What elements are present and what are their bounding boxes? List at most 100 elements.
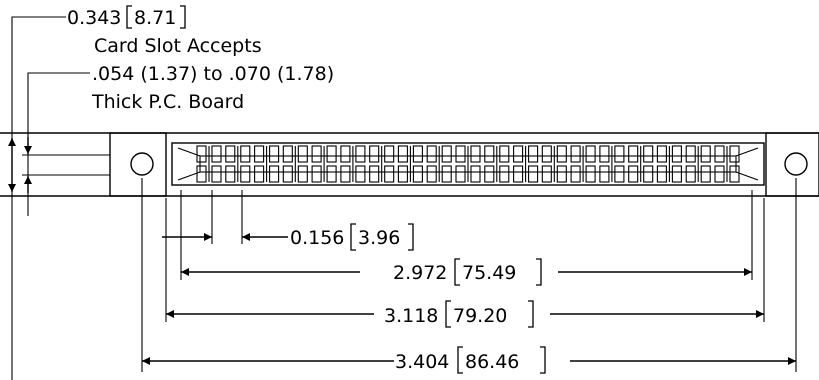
contact-top — [441, 145, 452, 163]
contact-bottom — [671, 165, 682, 183]
connector-body — [0, 132, 819, 197]
contact-span-mm: 75.49 — [462, 262, 516, 284]
contact-top — [470, 145, 481, 163]
card-slot-note-line1: Card Slot Accepts — [94, 35, 262, 57]
contact-pair — [513, 145, 539, 183]
contact-bottom — [541, 165, 552, 183]
contact-top — [700, 145, 711, 163]
contact-bottom — [700, 165, 711, 183]
contact-top — [499, 145, 510, 163]
contact-bottom — [729, 165, 740, 183]
contact-bottom — [426, 165, 437, 183]
contact-top — [196, 145, 207, 163]
contact-top — [570, 145, 581, 163]
contact-bottom — [355, 165, 366, 183]
height-label: 0.343 8.71 — [67, 5, 186, 29]
contact-bottom — [714, 165, 725, 183]
contact-bottom — [614, 165, 625, 183]
contact-bottom — [340, 165, 351, 183]
pitch-in: 0.156 — [290, 227, 344, 249]
contact-bottom — [499, 165, 510, 183]
contact-top — [484, 145, 495, 163]
contact-top — [513, 145, 524, 163]
contact-top — [643, 145, 654, 163]
contact-bottom — [528, 165, 539, 183]
contact-top — [671, 145, 682, 163]
right-flange — [765, 132, 819, 197]
contact-bottom — [297, 165, 308, 183]
contact-top — [729, 145, 740, 163]
contact-pair — [714, 145, 740, 183]
contact-bottom — [311, 165, 322, 183]
contact-bottom — [196, 165, 207, 183]
contact-top — [585, 145, 596, 163]
contact-pair — [455, 145, 481, 183]
contact-top — [599, 145, 610, 163]
contact-bottom — [441, 165, 452, 183]
height-in: 0.343 — [67, 7, 121, 29]
contact-top — [384, 145, 395, 163]
pitch-mm: 3.96 — [358, 227, 400, 249]
contact-pair — [196, 145, 222, 183]
contact-bottom — [513, 165, 524, 183]
contact-bottom — [455, 165, 466, 183]
mount-span-mm: 79.20 — [453, 305, 507, 327]
contact-bottom — [570, 165, 581, 183]
contact-top — [297, 145, 308, 163]
contact-top — [685, 145, 696, 163]
contact-pair — [340, 145, 366, 183]
contact-bottom — [643, 165, 654, 183]
overall-mm: 86.46 — [465, 351, 519, 373]
contact-top — [426, 145, 437, 163]
contact-bottom — [585, 165, 596, 183]
contact-top — [397, 145, 408, 163]
card-slot-note-line3: Thick P.C. Board — [91, 91, 244, 113]
contact-pair — [628, 145, 654, 183]
contact-bottom — [599, 165, 610, 183]
contact-pair — [570, 145, 596, 183]
contact-pair — [397, 145, 423, 183]
contact-bottom — [685, 165, 696, 183]
overall-in: 3.404 — [395, 351, 449, 373]
contact-pair — [484, 145, 510, 183]
contact-bottom — [470, 165, 481, 183]
contact-bottom — [656, 165, 667, 183]
contact-top — [556, 145, 567, 163]
contact-bottom — [225, 165, 236, 183]
contact-pair — [225, 145, 251, 183]
contact-pair — [254, 145, 280, 183]
contact-pair — [282, 145, 308, 183]
left-leaders — [0, 16, 90, 380]
contact-bottom — [369, 165, 380, 183]
contact-top — [340, 145, 351, 163]
contact-bottom — [282, 165, 293, 183]
height-mm: 8.71 — [134, 7, 176, 29]
contact-pair — [685, 145, 711, 183]
contact-bottom — [412, 165, 423, 183]
contact-array — [196, 145, 740, 183]
left-flange — [109, 132, 167, 197]
card-slot-note-line2: .054 (1.37) to .070 (1.78) — [92, 63, 334, 85]
contact-bottom — [240, 165, 251, 183]
contact-span-dimension: 2.972 75.49 — [181, 190, 753, 286]
contact-bottom — [556, 165, 567, 183]
contact-top — [628, 145, 639, 163]
contact-top — [254, 145, 265, 163]
contact-bottom — [384, 165, 395, 183]
contact-top — [714, 145, 725, 163]
contact-top — [369, 145, 380, 163]
left-mounting-hole — [130, 152, 154, 176]
mount-span-dimension: 3.118 79.20 — [165, 198, 765, 328]
contact-bottom — [254, 165, 265, 183]
contact-pair — [311, 145, 337, 183]
contact-bottom — [269, 165, 280, 183]
contact-top — [282, 145, 293, 163]
contact-bottom — [397, 165, 408, 183]
contact-top — [455, 145, 466, 163]
contact-top — [240, 145, 251, 163]
contact-pair — [426, 145, 452, 183]
contact-pair — [599, 145, 625, 183]
contact-top — [211, 145, 222, 163]
contact-bottom — [211, 165, 222, 183]
contact-top — [355, 145, 366, 163]
